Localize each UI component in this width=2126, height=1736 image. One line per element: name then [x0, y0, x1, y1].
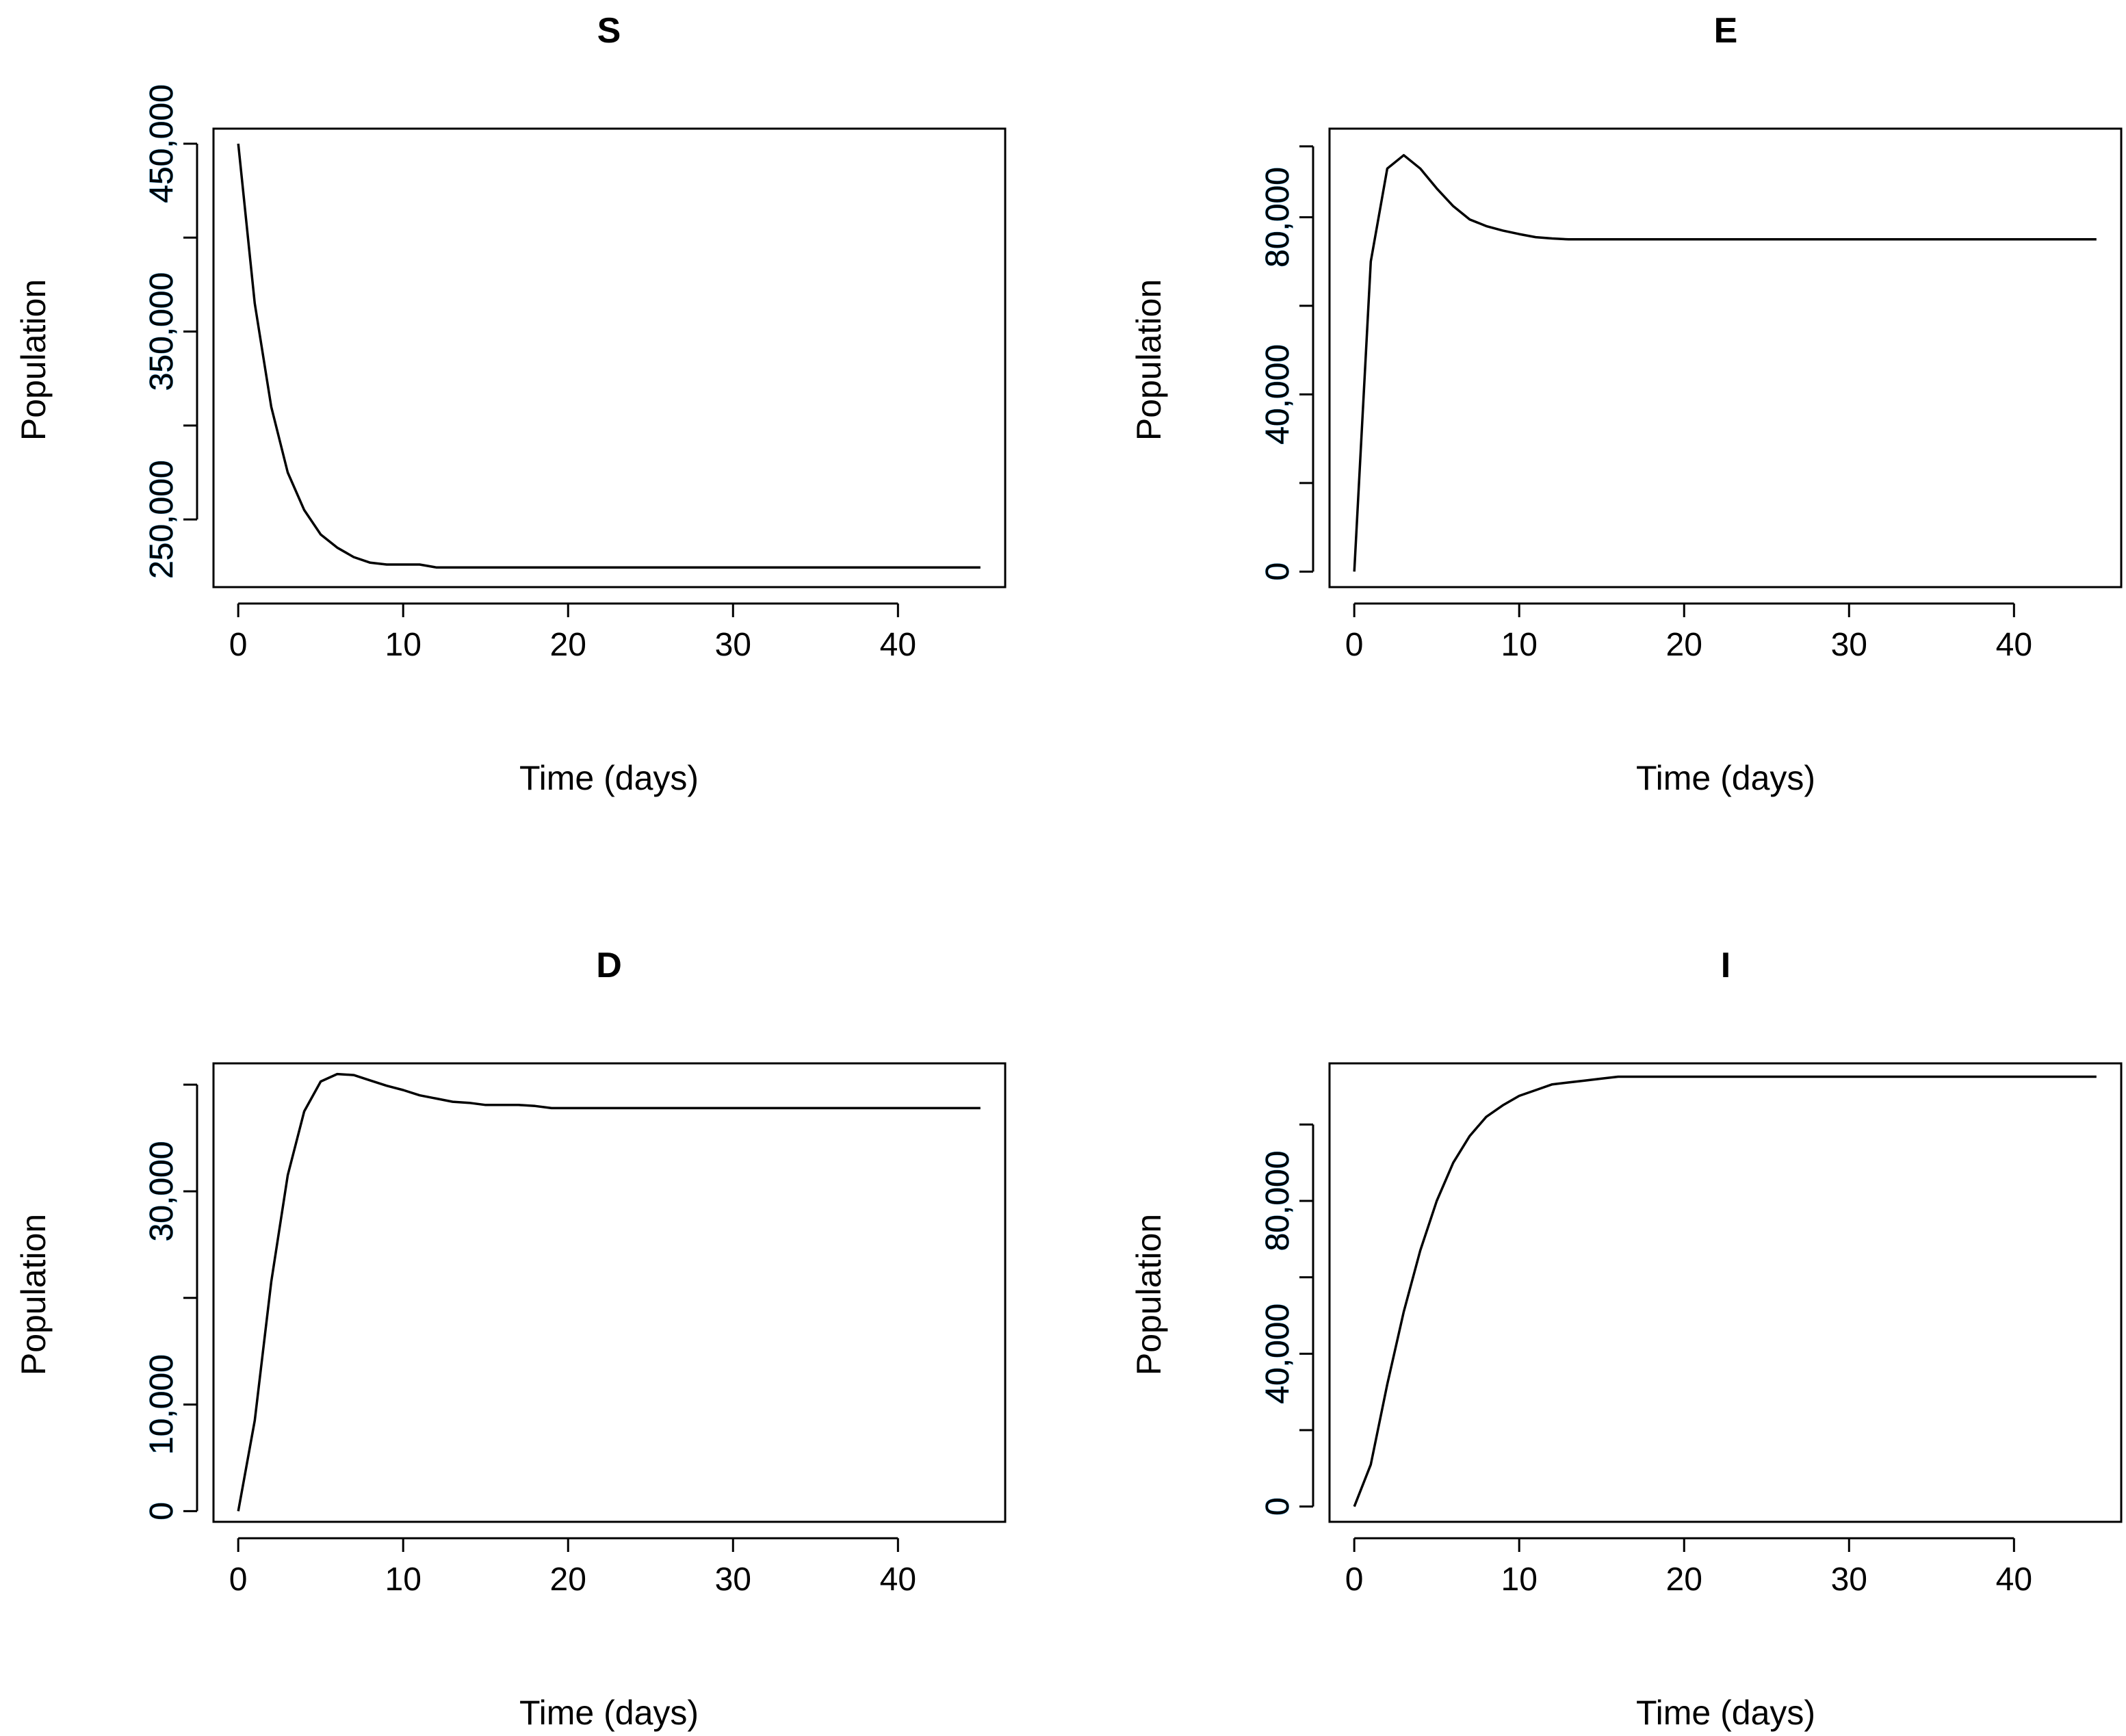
- series-line-d: [237, 1072, 981, 1512]
- y-axis: 0 40,000 80,000: [1260, 145, 1314, 581]
- panel-d: D 0 10,000 30,000 0 10 20 30 40 Time (days) Po…: [14, 946, 1007, 1732]
- x-axis: 0 10 20 30 40: [229, 1537, 916, 1598]
- y-tick-label: 350,000: [144, 272, 180, 391]
- x-axis: 0 10 20 30 40: [229, 602, 916, 663]
- x-axis-label: Time (days): [519, 759, 699, 797]
- plot-frame: [212, 127, 1007, 588]
- x-tick-label: 30: [1831, 627, 1867, 663]
- y-tick-label: 80,000: [1260, 167, 1296, 268]
- y-axis-label: Population: [1130, 1214, 1168, 1375]
- x-axis-label: Time (days): [519, 1694, 699, 1732]
- x-axis-label: Time (days): [1636, 1694, 1815, 1732]
- x-tick-label: 40: [880, 627, 916, 663]
- x-axis: 0 10 20 30 40: [1345, 1537, 2032, 1598]
- series-line-e: [1353, 154, 2097, 572]
- x-axis-label: Time (days): [1636, 759, 1815, 797]
- panel-title: E: [1714, 11, 1738, 51]
- plot-frame: [1328, 127, 2123, 588]
- y-tick-label: 450,000: [144, 84, 180, 203]
- panel-e: E 0 40,000 80,000 0 10 20 30 40 Time (days) Po…: [1130, 11, 2123, 797]
- y-tick-label: 80,000: [1260, 1151, 1296, 1252]
- x-tick-label: 20: [1666, 1562, 1702, 1598]
- x-tick-label: 10: [1501, 1562, 1538, 1598]
- x-tick-label: 10: [385, 627, 422, 663]
- x-tick-label: 20: [550, 627, 586, 663]
- x-tick-label: 30: [715, 627, 751, 663]
- y-axis: 0 40,000 80,000: [1260, 1123, 1314, 1516]
- y-tick-label: 30,000: [144, 1141, 180, 1242]
- y-axis-label: Population: [1130, 279, 1168, 441]
- x-tick-label: 10: [1501, 627, 1538, 663]
- panel-s: S 250,000 350,000 450,000 0 10 20 30 40 Time (…: [14, 11, 1007, 797]
- series-line-s: [237, 143, 981, 569]
- y-tick-label: 0: [1260, 1497, 1296, 1516]
- x-tick-label: 20: [550, 1562, 586, 1598]
- x-axis: 0 10 20 30 40: [1345, 602, 2032, 663]
- x-tick-label: 0: [1345, 627, 1364, 663]
- y-tick-label: 10,000: [144, 1354, 180, 1455]
- y-tick-label: 0: [1260, 562, 1296, 581]
- x-tick-label: 30: [1831, 1562, 1867, 1598]
- x-tick-label: 0: [229, 1562, 248, 1598]
- panel-i: I 0 40,000 80,000 0 10 20 30 40 Time (days) Po…: [1130, 946, 2123, 1732]
- x-tick-label: 30: [715, 1562, 751, 1598]
- plot-frame: [212, 1062, 1007, 1523]
- panel-title: S: [597, 11, 621, 51]
- plot-frame: [1328, 1062, 2123, 1523]
- y-tick-label: 0: [144, 1502, 180, 1520]
- x-tick-label: 20: [1666, 627, 1702, 663]
- y-axis: 0 10,000 30,000: [144, 1083, 198, 1520]
- y-axis-label: Population: [14, 279, 53, 441]
- x-tick-label: 40: [1996, 627, 2032, 663]
- x-tick-label: 40: [1996, 1562, 2032, 1598]
- y-tick-label: 40,000: [1260, 344, 1296, 445]
- x-tick-label: 40: [880, 1562, 916, 1598]
- x-tick-label: 0: [229, 627, 248, 663]
- x-tick-label: 0: [1345, 1562, 1364, 1598]
- y-axis-label: Population: [14, 1214, 53, 1375]
- y-tick-label: 250,000: [144, 460, 180, 579]
- panel-title: D: [596, 946, 622, 985]
- series-line-i: [1353, 1075, 2097, 1507]
- y-axis: 250,000 350,000 450,000: [144, 84, 198, 579]
- y-tick-label: 40,000: [1260, 1304, 1296, 1404]
- panel-title: I: [1721, 946, 1730, 985]
- x-tick-label: 10: [385, 1562, 422, 1598]
